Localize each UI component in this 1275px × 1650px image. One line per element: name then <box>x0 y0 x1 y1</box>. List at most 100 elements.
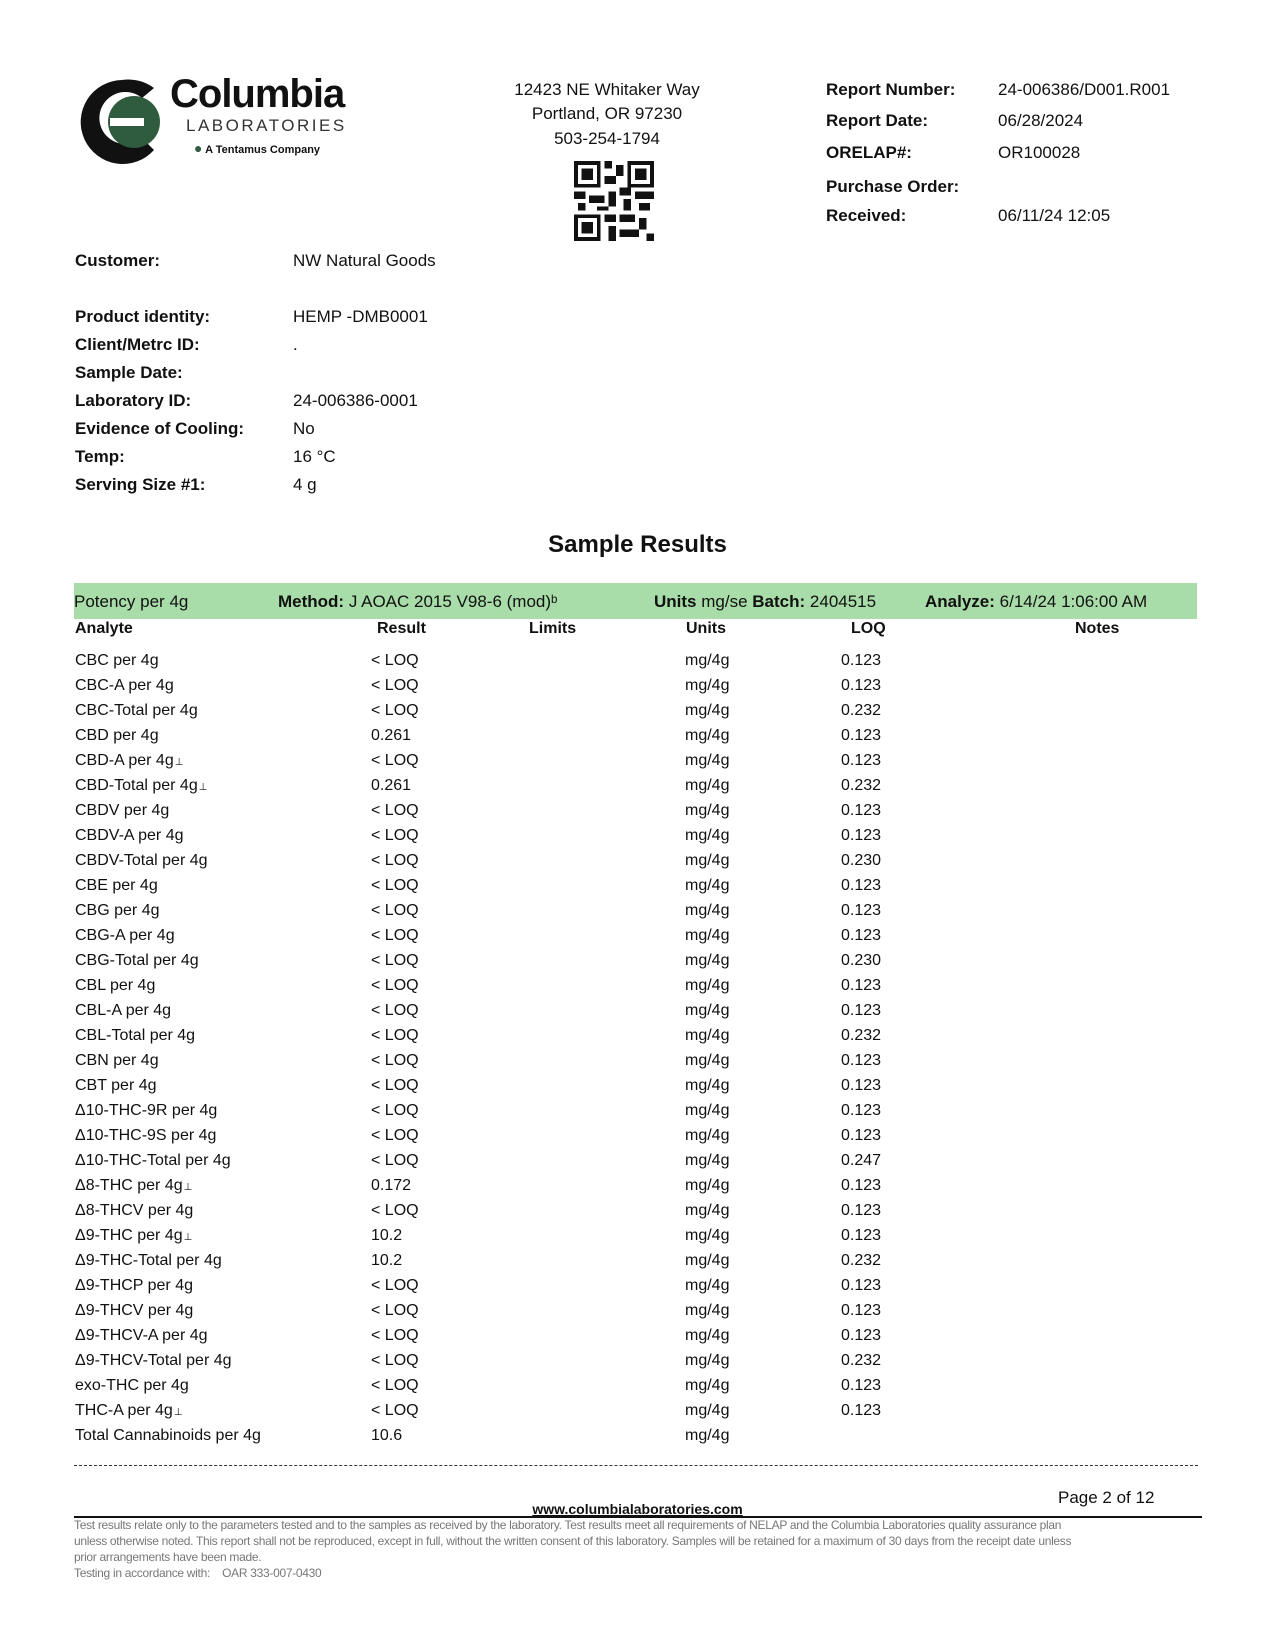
info-value: . <box>293 335 298 354</box>
loq: 0.123 <box>841 1302 882 1319</box>
analyte: CBDV-Total per 4g <box>75 852 208 869</box>
result: < LOQ <box>371 1027 419 1044</box>
table-row: CBDV-Total per 4g < LOQ mg/4g 0.230 <box>0 852 1275 877</box>
tentamus-icon: ● <box>194 140 203 156</box>
units: mg/4g <box>685 1302 730 1319</box>
result: < LOQ <box>371 877 419 894</box>
loq: 0.123 <box>841 1202 882 1219</box>
units: mg/4g <box>685 677 730 694</box>
table-row: Δ9-THCV per 4g < LOQ mg/4g 0.123 <box>0 1302 1275 1327</box>
loq: 0.232 <box>841 777 882 794</box>
units: mg/4g <box>685 802 730 819</box>
analyte: CBD-Total per 4g⊥ <box>75 777 208 794</box>
analyte: Δ10-THC-9R per 4g <box>75 1102 218 1119</box>
report-number-value: 24-006386/D001.R001 <box>998 80 1171 99</box>
columbia-laboratories-logo: Columbia LABORATORIES ● A Tentamus Compa… <box>76 72 366 168</box>
analyte: CBD-A per 4g⊥ <box>75 752 184 769</box>
result: < LOQ <box>371 927 419 944</box>
analyte: Δ9-THCV-A per 4g <box>75 1327 208 1344</box>
table-row: CBN per 4g < LOQ mg/4g 0.123 <box>0 1052 1275 1077</box>
units: mg/4g <box>685 702 730 719</box>
analyte: Δ9-THC-Total per 4g <box>75 1252 222 1269</box>
disclaimer-line: Test results relate only to the paramete… <box>74 1518 1062 1532</box>
analyte: Δ9-THCV-Total per 4g <box>75 1352 232 1369</box>
loq: 0.230 <box>841 952 882 969</box>
analyte: CBL-A per 4g <box>75 1002 172 1019</box>
analyte: CBL per 4g <box>75 977 156 994</box>
result: < LOQ <box>371 1202 419 1219</box>
table-row: exo-THC per 4g < LOQ mg/4g 0.123 <box>0 1377 1275 1402</box>
col-loq: LOQ <box>851 620 886 637</box>
method: Method: J AOAC 2015 V98-6 (mod)ᵇ <box>278 592 558 611</box>
table-row: Total Cannabinoids per 4g 10.6 mg/4g <box>0 1427 1275 1452</box>
received-label: Received: <box>826 206 907 225</box>
report-date-value: 06/28/2024 <box>998 111 1084 130</box>
loq: 0.232 <box>841 1027 882 1044</box>
analyte: CBD per 4g <box>75 727 159 744</box>
info-label: Temp: <box>75 447 125 466</box>
result: 0.261 <box>371 777 412 794</box>
divider <box>74 1465 1198 1466</box>
result: < LOQ <box>371 802 419 819</box>
table-row: CBC-Total per 4g < LOQ mg/4g 0.232 <box>0 702 1275 727</box>
units: mg/4g <box>685 1177 730 1194</box>
result: < LOQ <box>371 852 419 869</box>
analyte: Δ8-THC per 4g⊥ <box>75 1177 193 1194</box>
analyte: CBG-Total per 4g <box>75 952 199 969</box>
info-label: Laboratory ID: <box>75 391 192 410</box>
analyte: THC-A per 4g⊥ <box>75 1402 183 1419</box>
units: mg/4g <box>685 1027 730 1044</box>
table-row: THC-A per 4g⊥ < LOQ mg/4g 0.123 <box>0 1402 1275 1427</box>
qr-code-icon <box>574 161 654 241</box>
report-date-label: Report Date: <box>826 111 929 130</box>
units: mg/4g <box>685 877 730 894</box>
result: < LOQ <box>371 1002 419 1019</box>
logo-tag: ● A Tentamus Company <box>194 140 321 156</box>
units: mg/4g <box>685 1227 730 1244</box>
result: < LOQ <box>371 1327 419 1344</box>
units: mg/4g <box>685 727 730 744</box>
loq: 0.232 <box>841 1352 882 1369</box>
units: mg/4g <box>685 1152 730 1169</box>
units: mg/4g <box>685 1077 730 1094</box>
loq: 0.123 <box>841 1227 882 1244</box>
units: mg/4g <box>685 652 730 669</box>
info-label: Evidence of Cooling: <box>75 419 245 438</box>
result: 0.172 <box>371 1177 412 1194</box>
col-limits: Limits <box>529 620 577 637</box>
units: mg/4g <box>685 927 730 944</box>
units: mg/4g <box>685 1102 730 1119</box>
result: < LOQ <box>371 1077 419 1094</box>
loq: 0.123 <box>841 727 882 744</box>
col-analyte: Analyte <box>75 620 133 637</box>
website-link[interactable]: www.columbialaboratories.com <box>532 1501 743 1517</box>
analyte: Total Cannabinoids per 4g <box>75 1427 261 1444</box>
loq: 0.232 <box>841 702 882 719</box>
analyte: Δ9-THCP per 4g <box>75 1277 193 1294</box>
testing-accordance: Testing in accordance with: OAR 333-007-… <box>74 1566 322 1580</box>
result: < LOQ <box>371 1102 419 1119</box>
col-units: Units <box>686 620 726 637</box>
loq: 0.247 <box>841 1152 882 1169</box>
loq: 0.123 <box>841 1052 882 1069</box>
page-number: Page 2 of 12 <box>1058 1488 1155 1507</box>
loq: 0.123 <box>841 1277 882 1294</box>
address-phone: 503-254-1794 <box>554 129 660 148</box>
col-result: Result <box>377 620 426 637</box>
result: 10.2 <box>371 1227 403 1244</box>
info-label: Sample Date: <box>75 363 183 382</box>
table-row: CBE per 4g < LOQ mg/4g 0.123 <box>0 877 1275 902</box>
table-row: CBDV per 4g < LOQ mg/4g 0.123 <box>0 802 1275 827</box>
units: mg/4g <box>685 1002 730 1019</box>
address-line: 12423 NE Whitaker Way <box>514 80 700 99</box>
result: < LOQ <box>371 1127 419 1144</box>
loq: 0.123 <box>841 1402 882 1419</box>
result: < LOQ <box>371 1052 419 1069</box>
table-row: CBD-Total per 4g⊥ 0.261 mg/4g 0.232 <box>0 777 1275 802</box>
customer-value: NW Natural Goods <box>293 251 436 270</box>
units: mg/4g <box>685 777 730 794</box>
disclaimer-line: prior arrangements have been made. <box>74 1550 262 1564</box>
table-row: CBD per 4g 0.261 mg/4g 0.123 <box>0 727 1275 752</box>
analyte: CBE per 4g <box>75 877 158 894</box>
table-row: CBT per 4g < LOQ mg/4g 0.123 <box>0 1077 1275 1102</box>
